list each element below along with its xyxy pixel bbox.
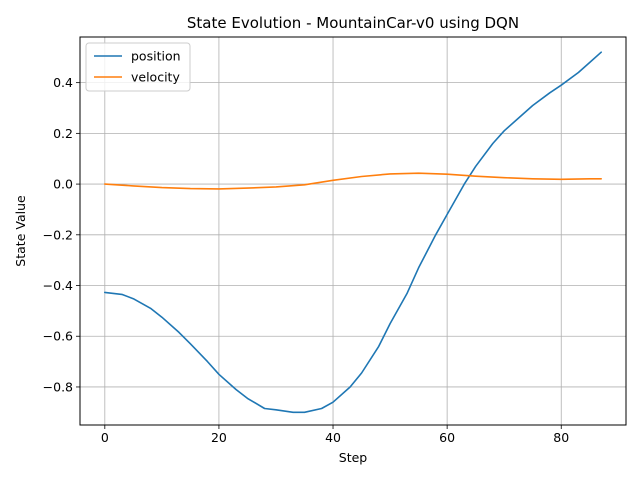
y-tick-label: 0.2 — [53, 126, 73, 141]
series-line-position — [104, 51, 603, 414]
series-line-velocity — [104, 172, 603, 190]
y-tick-label: −0.4 — [43, 278, 73, 293]
x-tick-label: 20 — [211, 430, 227, 445]
y-tick-label: 0.0 — [53, 177, 73, 192]
y-tick-label: 0.4 — [53, 75, 73, 90]
x-axis-ticks: 0 20 40 60 80 — [101, 425, 569, 445]
grid-lines — [80, 37, 626, 425]
legend-box — [85, 42, 191, 92]
plot-frame — [79, 36, 627, 426]
legend-label-position: position — [131, 49, 181, 64]
y-tick-label: −0.2 — [43, 227, 73, 242]
x-axis-title: Step — [339, 450, 368, 465]
legend: position velocity — [85, 42, 191, 92]
series-layer — [104, 51, 603, 414]
x-tick-label: 0 — [101, 430, 109, 445]
plot-area — [80, 37, 626, 425]
legend-label-velocity: velocity — [131, 70, 180, 85]
x-tick-label: 60 — [439, 430, 455, 445]
y-tick-label: −0.8 — [43, 379, 73, 394]
chart-title: State Evolution - MountainCar-v0 using D… — [187, 14, 519, 32]
y-axis-ticks: −0.8 −0.6 −0.4 −0.2 0.0 0.2 0.4 — [43, 75, 80, 394]
y-tick-label: −0.6 — [43, 329, 73, 344]
y-axis-title: State Value — [13, 195, 28, 267]
x-tick-label: 80 — [553, 430, 569, 445]
x-tick-label: 40 — [325, 430, 341, 445]
